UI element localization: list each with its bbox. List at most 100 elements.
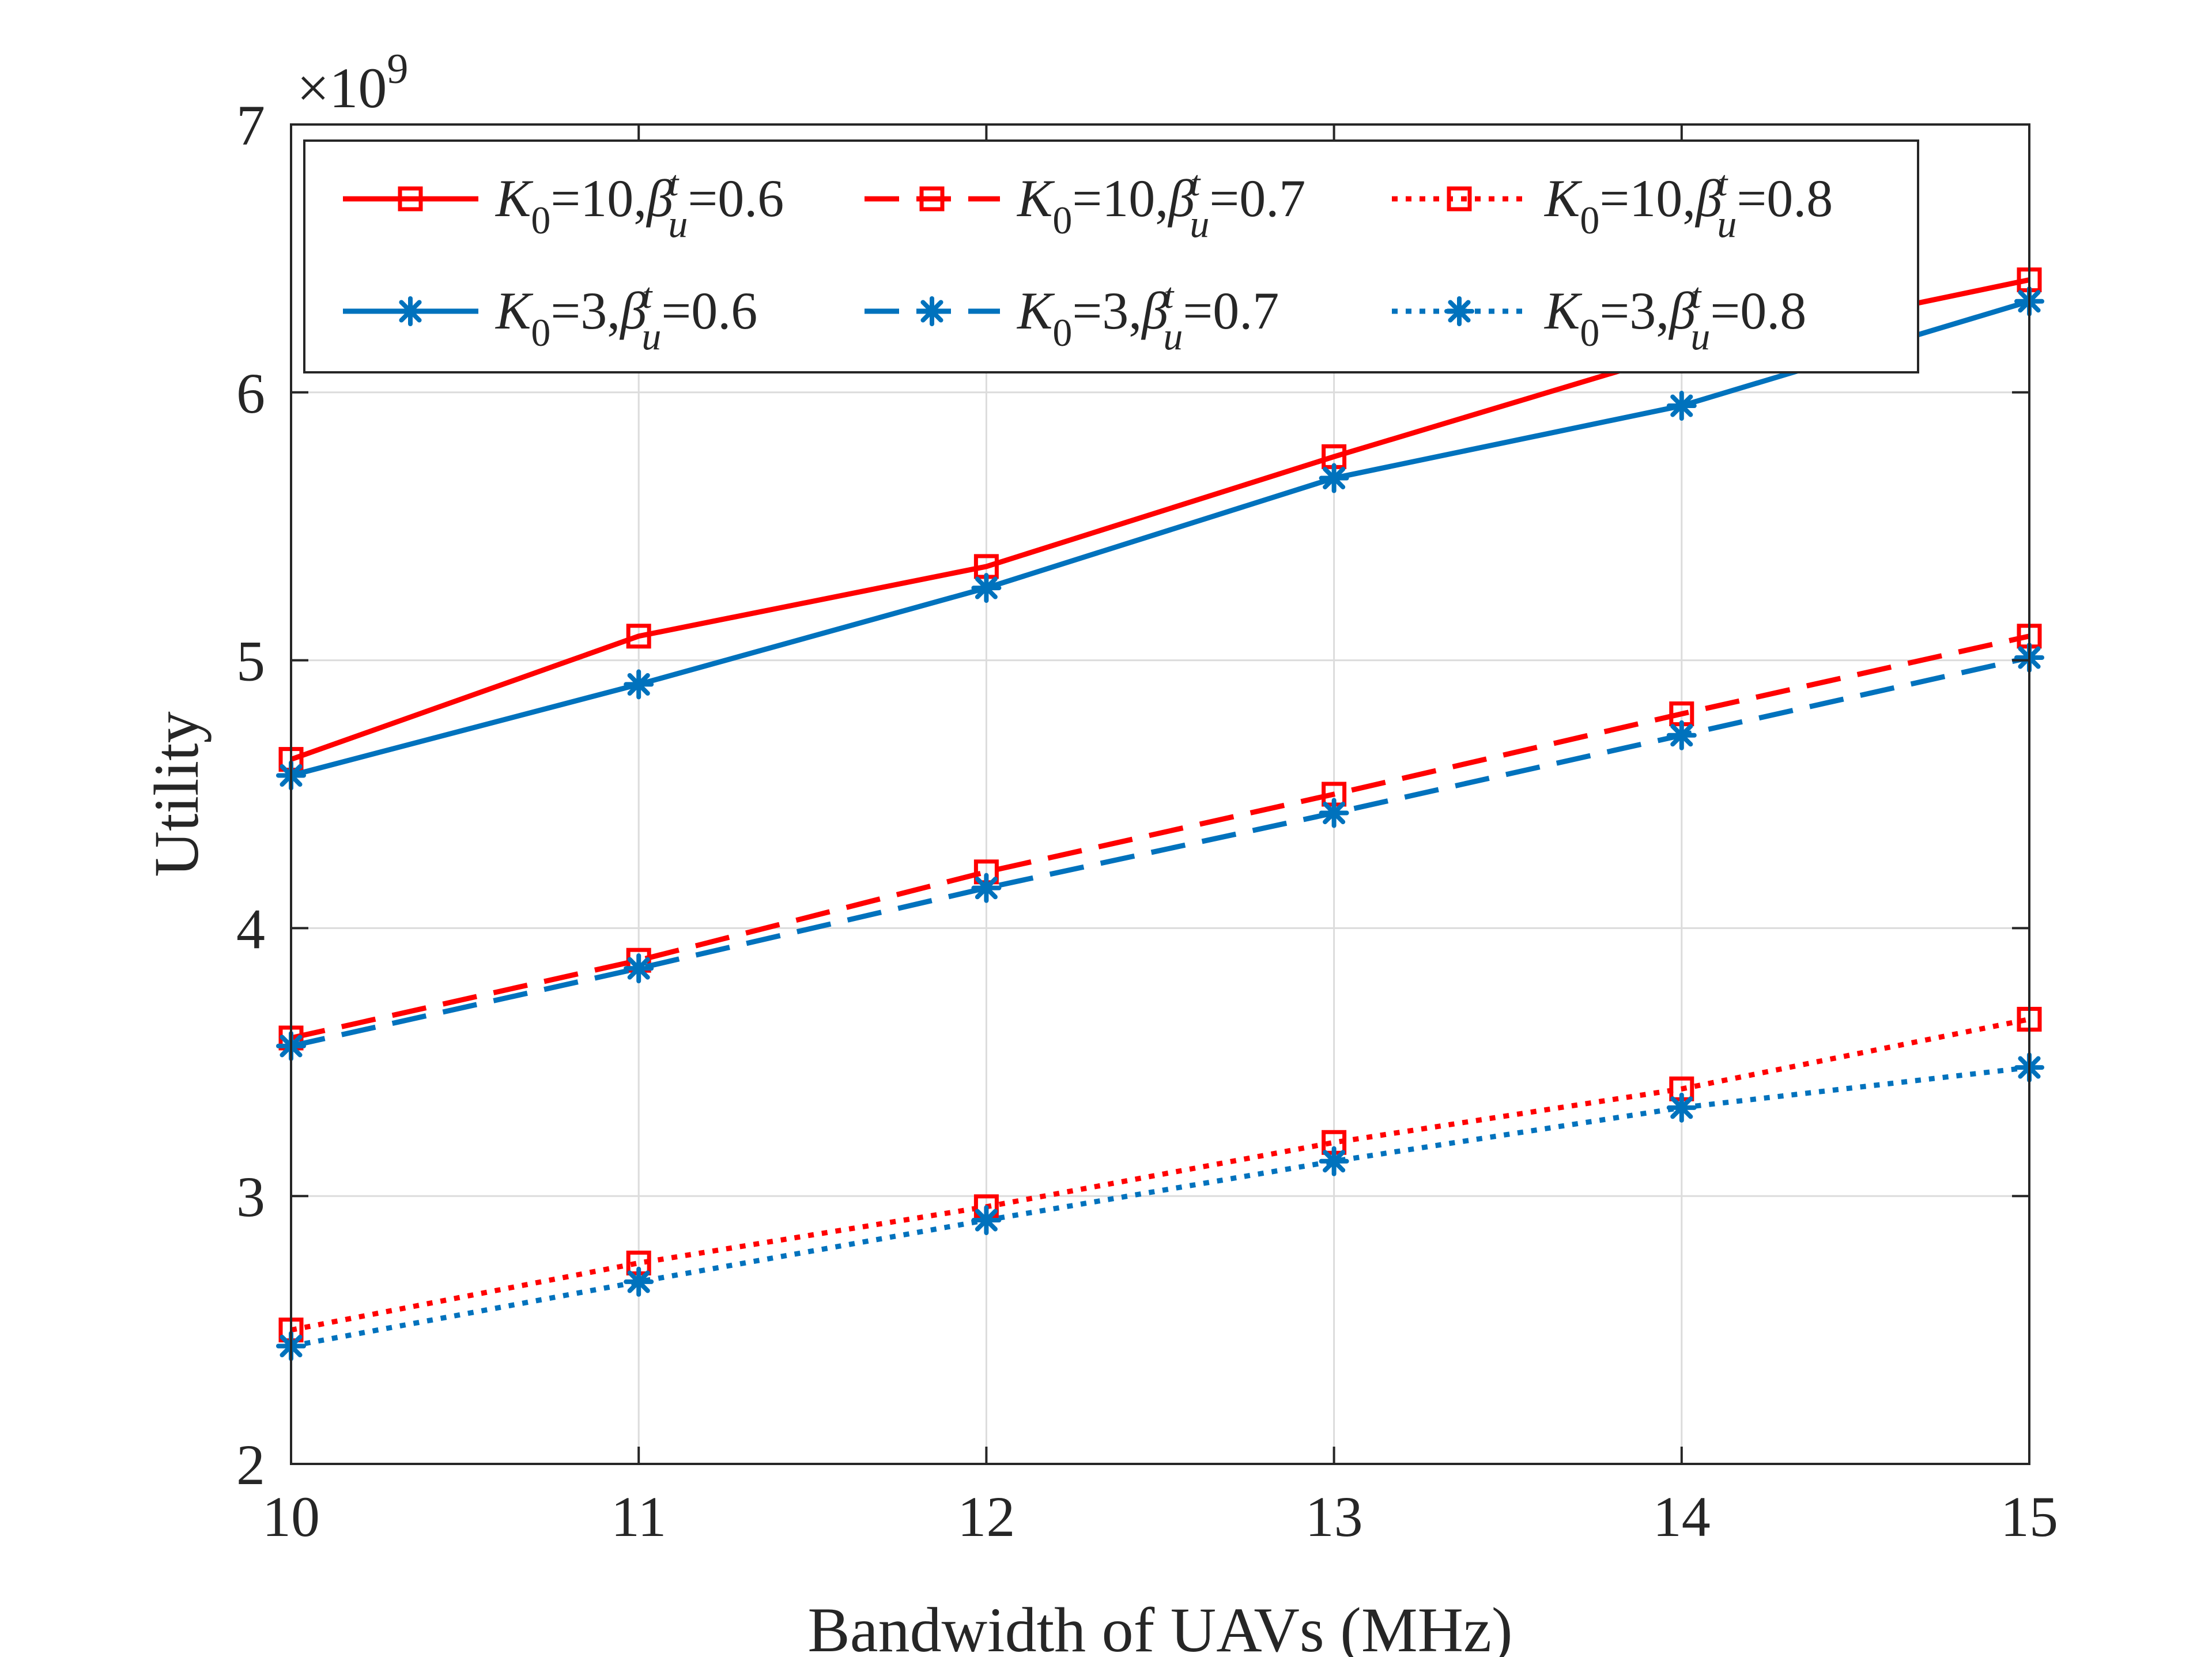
legend-label-part: =10, bbox=[1599, 169, 1696, 228]
legend-label-part: =3, bbox=[550, 281, 620, 340]
asterisk-stroke bbox=[627, 1270, 650, 1293]
data-point bbox=[1319, 1146, 1349, 1176]
legend-item-2: K0=10,βt u=0.7 bbox=[865, 164, 1305, 246]
data-point bbox=[1666, 720, 1697, 750]
y-tick-label: 3 bbox=[236, 1165, 265, 1229]
legend-label-part: t bbox=[642, 277, 653, 316]
data-point bbox=[1666, 391, 1697, 421]
asterisk-stroke bbox=[1670, 394, 1693, 417]
legend-label-part: =0.6 bbox=[661, 281, 757, 340]
series-layer bbox=[276, 267, 2044, 1361]
asterisk-stroke bbox=[399, 300, 422, 323]
legend-label-part: β bbox=[1141, 281, 1168, 340]
legend-label-part: =0.7 bbox=[1209, 169, 1305, 228]
legend-label-part: u bbox=[1717, 202, 1737, 246]
asterisk-stroke bbox=[1670, 724, 1693, 747]
legend-label-part: =0.6 bbox=[688, 169, 784, 228]
legend-label-part: K bbox=[1543, 169, 1583, 228]
x-tick-label: 15 bbox=[2000, 1485, 2058, 1549]
legend-label-part: u bbox=[668, 202, 688, 246]
legend-label-part: K bbox=[1016, 169, 1055, 228]
legend-label-part: 0 bbox=[1580, 198, 1599, 242]
data-point bbox=[624, 953, 654, 984]
legend-marker bbox=[917, 296, 947, 326]
y-axis-label: Utility bbox=[141, 711, 212, 877]
legend-label: K0=3,βt u=0.6 bbox=[495, 277, 757, 358]
legend-label-part: β bbox=[646, 169, 673, 228]
series-4 bbox=[276, 286, 2044, 791]
y-tick-label: 2 bbox=[236, 1433, 265, 1497]
axis-ticks: 10 11 12 13 14 15 2 3 4 5 6 7 bbox=[236, 93, 2058, 1549]
legend-label: K0=3,βt u=0.7 bbox=[1016, 277, 1279, 358]
legend-label: K0=10,βt u=0.6 bbox=[495, 164, 784, 246]
legend-marker bbox=[398, 186, 423, 212]
series-line bbox=[290, 655, 2030, 1049]
legend-label-part: t bbox=[1164, 277, 1175, 316]
asterisk-stroke bbox=[975, 576, 998, 599]
y-multiplier: ×109 bbox=[297, 46, 408, 120]
legend-label-part: 0 bbox=[531, 198, 550, 242]
legend-label-part: u bbox=[641, 314, 661, 358]
x-tick-label: 10 bbox=[262, 1485, 320, 1549]
legend-label-part: =0.7 bbox=[1183, 281, 1279, 340]
data-point bbox=[971, 1205, 1002, 1236]
asterisk-stroke bbox=[920, 300, 943, 323]
legend-item-1: K0=10,βt u=0.6 bbox=[343, 164, 784, 246]
x-tick-label: 13 bbox=[1305, 1485, 1363, 1549]
data-point bbox=[624, 1266, 654, 1297]
legend-label-part: 0 bbox=[1580, 311, 1599, 354]
data-point bbox=[626, 624, 651, 649]
asterisk-stroke bbox=[1323, 801, 1346, 825]
legend-label-part: =3, bbox=[1599, 281, 1669, 340]
x-axis-label: Bandwidth of UAVs (MHz) bbox=[807, 1595, 1512, 1657]
legend-label-part: =0.8 bbox=[1737, 169, 1833, 228]
legend-label-part: t bbox=[1691, 277, 1702, 316]
x-tick-label: 12 bbox=[957, 1485, 1015, 1549]
legend-label-part: K bbox=[1543, 281, 1583, 340]
legend-label-part: β bbox=[619, 281, 647, 340]
legend-label-part: =3, bbox=[1072, 281, 1142, 340]
data-point bbox=[971, 873, 1002, 903]
y-multiplier-exponent: 9 bbox=[387, 46, 408, 93]
x-tick-label: 14 bbox=[1653, 1485, 1711, 1549]
data-point bbox=[1319, 798, 1349, 828]
asterisk-stroke bbox=[1323, 466, 1346, 490]
data-point bbox=[971, 573, 1002, 603]
legend-item-3: K0=10,βt u=0.8 bbox=[1392, 164, 1833, 246]
legend-label-part: =0.8 bbox=[1710, 281, 1806, 340]
asterisk-stroke bbox=[1670, 1096, 1693, 1119]
x-tick-label: 11 bbox=[611, 1485, 666, 1549]
legend-label-part: 0 bbox=[531, 311, 550, 354]
legend-label: K0=10,βt u=0.8 bbox=[1543, 164, 1833, 246]
legend-item-6: K0=3,βt u=0.8 bbox=[1392, 277, 1806, 358]
asterisk-stroke bbox=[1448, 300, 1471, 323]
legend-label-part: t bbox=[1717, 164, 1728, 203]
plot-frame bbox=[290, 123, 2030, 1465]
legend: K0=10,βt u=0.6 K0=10,βt u=0.7 K0=10,βt u=0.8K… bbox=[303, 139, 1919, 373]
legend-label-part: β bbox=[1694, 169, 1722, 228]
data-point bbox=[1666, 1092, 1697, 1123]
y-tick-label: 6 bbox=[236, 361, 265, 425]
asterisk-stroke bbox=[627, 957, 650, 980]
asterisk-stroke bbox=[627, 673, 650, 696]
series-line bbox=[290, 1017, 2030, 1333]
data-point bbox=[624, 669, 654, 700]
legend-item-5: K0=3,βt u=0.7 bbox=[865, 277, 1279, 358]
asterisk-stroke bbox=[1323, 1150, 1346, 1173]
legend-label-part: u bbox=[1190, 202, 1209, 246]
legend-label-part: =10, bbox=[550, 169, 647, 228]
legend-label-part: 0 bbox=[1052, 311, 1072, 354]
legend-marker bbox=[919, 186, 945, 212]
legend-label-part: t bbox=[669, 164, 680, 203]
legend-label-part: =10, bbox=[1072, 169, 1168, 228]
legend-label-part: K bbox=[1016, 281, 1055, 340]
y-tick-label: 7 bbox=[236, 93, 265, 157]
legend-label: K0=10,βt u=0.7 bbox=[1016, 164, 1305, 246]
legend-marker bbox=[1447, 186, 1472, 212]
y-multiplier-base: ×10 bbox=[297, 56, 387, 120]
legend-box bbox=[303, 139, 1919, 373]
legend-item-4: K0=3,βt u=0.6 bbox=[343, 277, 757, 358]
series-line bbox=[290, 1065, 2030, 1349]
legend-label: K0=3,βt u=0.8 bbox=[1543, 277, 1806, 358]
